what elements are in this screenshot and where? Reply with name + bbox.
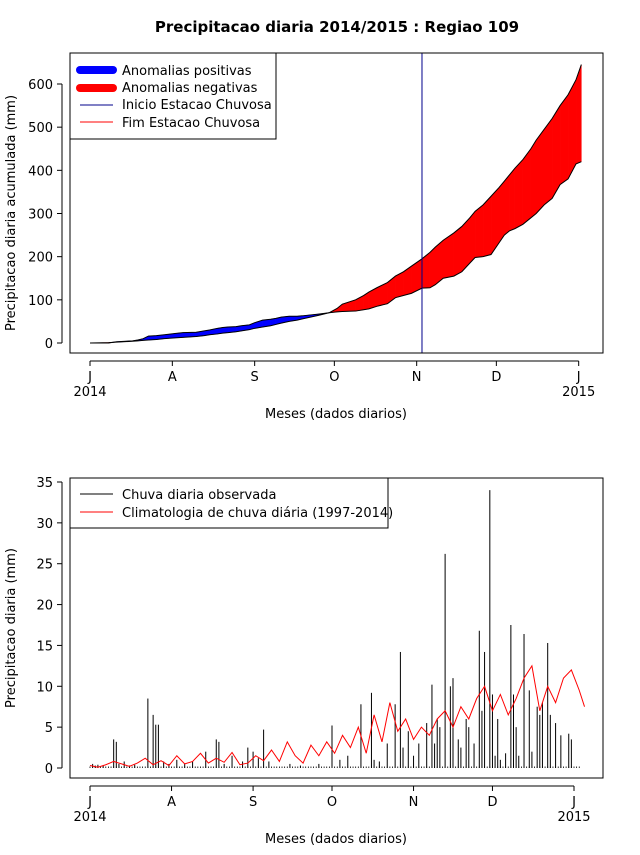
chart2-x-tick-label: J (571, 795, 576, 810)
negative-anomaly-area (568, 80, 576, 179)
chart2-y-axis: 0 5 10 15 20 25 30 35 (36, 476, 62, 777)
chart2-legend-label-observed: Chuva diaria observada (122, 488, 276, 503)
chart2-x-axis-label: Meses (dados diarios) (265, 832, 407, 847)
negative-anomaly-area (454, 226, 462, 276)
chart2-y-axis-label: Precipitacao diaria (mm) (4, 548, 19, 708)
chart1-legend-label-positive: Anomalias positivas (122, 64, 252, 79)
negative-anomaly-area (536, 129, 544, 213)
chart1-legend-label-onset: Inicio Estacao Chuvosa (122, 98, 272, 113)
negative-anomaly-area (470, 211, 475, 263)
negative-anomaly-area (560, 95, 568, 185)
chart1-legend-label-negative: Anomalias negativas (122, 81, 258, 96)
negative-anomaly-area (515, 160, 523, 229)
negative-anomaly-area (510, 168, 515, 231)
chart1-x-axis-label: Meses (dados diarios) (265, 407, 407, 422)
chart1-x-tick-label: A (168, 370, 177, 385)
chart1-x-tick-label: S (251, 370, 259, 385)
chart1-y-tick-label: 300 (28, 208, 53, 223)
chart1-title: Precipitacao diaria 2014/2015 : Regiao 1… (155, 18, 519, 36)
chart2-y-tick-label: 0 (45, 762, 53, 777)
climatology-daily-line (90, 666, 585, 767)
chart1-x-tick-label: N (412, 370, 422, 385)
chart2-x-tick-label: S (249, 795, 257, 810)
chart2-climatology-line (90, 666, 585, 767)
negative-anomaly-area (387, 276, 395, 304)
negative-anomaly-area (576, 65, 581, 164)
negative-anomaly-area (531, 140, 536, 218)
chart2-y-tick-label: 25 (36, 558, 53, 573)
negative-anomaly-area (430, 247, 435, 288)
chart1-year-label: 2014 (73, 385, 106, 400)
negative-anomaly-area (483, 196, 491, 256)
chart2-y-tick-label: 30 (36, 517, 53, 532)
chart1-legend: Anomalias positivas Anomalias negativas … (70, 53, 276, 139)
chart1-y-tick-label: 600 (28, 78, 53, 93)
chart2-bars (90, 490, 579, 768)
chart1-y-axis-label: Precipitacao diaria acumulada (mm) (4, 95, 19, 331)
chart2-x-tick-label: N (409, 795, 419, 810)
chart1-x-tick-label: D (491, 370, 501, 385)
chart1-y-tick-label: 100 (28, 294, 53, 309)
chart1-year-label: 2015 (562, 385, 595, 400)
chart2-y-tick-label: 15 (36, 639, 53, 654)
negative-anomaly-area (475, 205, 483, 258)
negative-anomaly-area (499, 181, 504, 243)
chart1-y-tick-label: 0 (45, 337, 53, 352)
positive-anomaly-area (223, 327, 228, 333)
chart2-y-tick-label: 10 (36, 680, 53, 695)
chart2-year-label: 2014 (73, 810, 106, 825)
negative-anomaly-area (552, 106, 560, 199)
negative-anomaly-area (462, 218, 470, 272)
chart1-y-tick-label: 400 (28, 164, 53, 179)
chart1-x-tick-label: J (576, 370, 581, 385)
chart1-x-tick-label: O (329, 370, 339, 385)
chart2-x-tick-label: D (487, 795, 497, 810)
chart2-x-tick-label: A (167, 795, 176, 810)
negative-anomaly-area (544, 119, 552, 205)
chart1-legend-label-end: Fim Estacao Chuvosa (122, 116, 260, 131)
chart1-y-axis: 0 100 200 300 400 500 600 (28, 78, 62, 352)
negative-anomaly-area (504, 175, 509, 235)
chart1-y-tick-label: 200 (28, 251, 53, 266)
chart1-y-tick-label: 500 (28, 121, 53, 136)
chart2-y-tick-label: 5 (45, 721, 53, 736)
chart2-legend: Chuva diaria observada Climatologia de c… (70, 478, 393, 528)
negative-anomaly-area (435, 240, 443, 284)
negative-anomaly-area (377, 283, 388, 307)
chart1-x-tick-label: J (87, 370, 92, 385)
chart2-x-tick-label: O (327, 795, 337, 810)
negative-anomaly-area (411, 259, 422, 294)
chart2-y-tick-label: 20 (36, 599, 53, 614)
negative-anomaly-area (523, 149, 531, 225)
chart2-y-tick-label: 35 (36, 476, 53, 491)
chart2-legend-label-climatology: Climatologia de chuva diária (1997-2014) (122, 506, 393, 521)
chart2-year-label: 2015 (557, 810, 590, 825)
chart2-x-tick-label: J (87, 795, 92, 810)
